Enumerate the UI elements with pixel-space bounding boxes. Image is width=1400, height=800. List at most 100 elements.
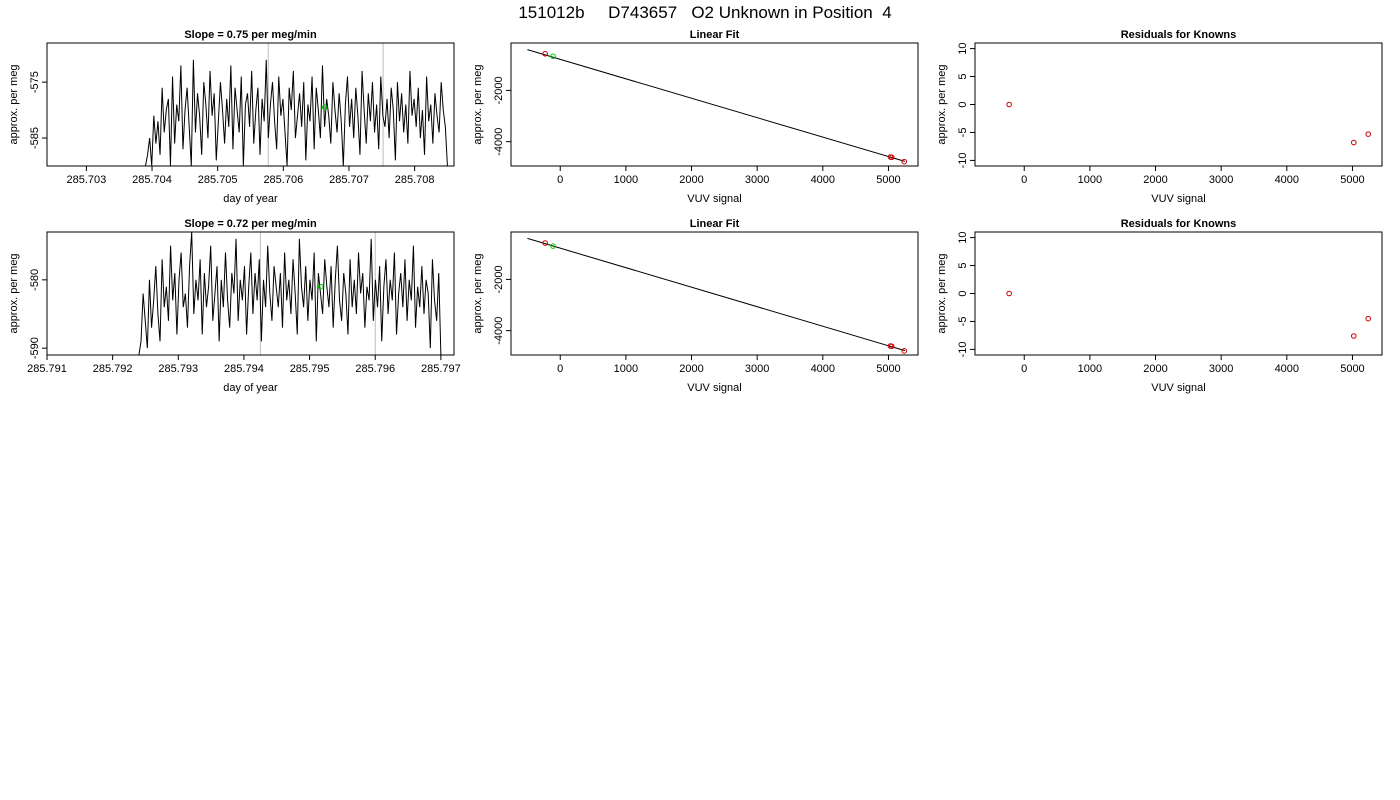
x-tick-label: 0 [557, 174, 563, 186]
x-tick-label: 3000 [1209, 363, 1233, 375]
x-tick-label: 285.792 [93, 363, 133, 375]
y-axis-label: approx. per meg [936, 64, 948, 144]
x-tick-label: 285.707 [329, 174, 369, 186]
x-tick-label: 0 [1021, 363, 1027, 375]
x-tick-label: 285.795 [290, 363, 330, 375]
x-tick-label: 5000 [1340, 363, 1364, 375]
x-tick-label: 1000 [614, 174, 638, 186]
y-tick-label: -10 [957, 152, 969, 168]
x-axis-label: VUV signal [687, 193, 741, 205]
x-tick-label: 285.791 [27, 363, 67, 375]
y-tick-label: -580 [29, 269, 41, 291]
plot-area [1006, 101, 1372, 146]
fit-line [527, 49, 906, 162]
timeseries-row1: Slope = 0.75 per meg/min 285.703 285.704 28… [8, 29, 455, 205]
x-axis-label: VUV signal [687, 382, 741, 394]
x-tick-label: 2000 [1143, 363, 1167, 375]
timeseries-row2: Slope = 0.72 per meg/min 285.791 285.792 28… [8, 218, 461, 394]
plot-frame [510, 231, 919, 356]
linearfit-row2: Linear Fit 0 1000 2000 3000 4000 5000 -2000 -400… [472, 218, 919, 394]
x-tick-label: 285.706 [263, 174, 303, 186]
known-point [1350, 333, 1357, 339]
known-point [1350, 139, 1357, 146]
y-tick-label: 10 [957, 42, 969, 54]
x-tick-label: 3000 [745, 363, 769, 375]
x-axis-label: day of year [223, 193, 278, 205]
x-tick-label: 0 [557, 363, 563, 375]
plot-area [144, 43, 448, 166]
x-tick-label: 4000 [811, 174, 835, 186]
x-tick-label: 2000 [679, 363, 703, 375]
plot-area [527, 237, 908, 354]
y-tick-label: -10 [957, 341, 969, 357]
y-tick-label: -4000 [493, 128, 505, 156]
y-axis-label: approx. per meg [8, 253, 20, 333]
residuals-row2: Residuals for Knowns 0 1000 2000 3000 4000 500… [936, 218, 1383, 394]
plot-title: Residuals for Knowns [1121, 218, 1237, 230]
known-point [542, 50, 548, 57]
plot-area [527, 49, 908, 165]
x-tick-label: 4000 [1275, 174, 1299, 186]
y-tick-label: -575 [29, 71, 41, 93]
known-point [1006, 290, 1012, 297]
known-point [888, 343, 895, 350]
x-tick-label: 285.796 [355, 363, 395, 375]
plot-title: Slope = 0.72 per meg/min [184, 218, 317, 230]
y-tick-label: 0 [957, 101, 969, 107]
x-tick-label: 3000 [1209, 174, 1233, 186]
y-axis-label: approx. per meg [472, 64, 484, 144]
x-tick-label: 2000 [1143, 174, 1167, 186]
y-tick-label: 0 [957, 290, 969, 296]
y-tick-label: 5 [957, 73, 969, 79]
fit-line [527, 237, 906, 352]
unknown-point [317, 283, 324, 290]
y-axis-label: approx. per meg [8, 64, 20, 144]
y-tick-label: 5 [957, 262, 969, 268]
figure-title: 151012b D743657 O2 Unknown in Position 4 [518, 3, 891, 22]
known-point [1006, 101, 1012, 108]
x-tick-label: 5000 [1340, 174, 1364, 186]
series-line [138, 232, 442, 355]
x-tick-label: 285.705 [198, 174, 238, 186]
unknown-point [550, 243, 556, 249]
plot-title: Slope = 0.75 per meg/min [184, 29, 317, 41]
linearfit-row1: Linear Fit 0 1000 2000 3000 4000 5000 -2000 -400… [472, 29, 919, 205]
known-point [901, 348, 908, 354]
residuals-row1: Residuals for Knowns 0 1000 2000 3000 4000 500… [936, 29, 1383, 205]
x-tick-label: 5000 [876, 174, 900, 186]
y-tick-label: -4000 [493, 317, 505, 345]
plot-title: Residuals for Knowns [1121, 29, 1237, 41]
x-tick-label: 285.708 [395, 174, 435, 186]
x-axis-label: VUV signal [1151, 193, 1205, 205]
x-tick-label: 285.704 [132, 174, 172, 186]
plot-area [138, 232, 442, 355]
x-tick-label: 4000 [1275, 363, 1299, 375]
plot-area [1006, 290, 1372, 339]
known-point [1365, 131, 1372, 137]
y-axis-label: approx. per meg [936, 253, 948, 333]
y-tick-label: 10 [957, 231, 969, 243]
plot-frame [974, 231, 1383, 356]
plot-frame [510, 42, 919, 167]
x-tick-label: 1000 [614, 363, 638, 375]
y-tick-label: -2000 [493, 265, 505, 293]
y-tick-label: -5 [957, 317, 969, 327]
x-tick-label: 2000 [679, 174, 703, 186]
plot-frame [46, 231, 455, 356]
known-point [888, 154, 895, 161]
known-point [542, 240, 548, 246]
y-axis-label: approx. per meg [472, 253, 484, 333]
x-tick-label: 285.794 [224, 363, 264, 375]
x-tick-label: 5000 [876, 363, 900, 375]
x-tick-label: 1000 [1078, 174, 1102, 186]
known-point [901, 158, 908, 165]
y-tick-label: -585 [29, 127, 41, 149]
y-tick-label: -5 [957, 128, 969, 138]
plot-frame [46, 42, 455, 167]
plot-frame [974, 42, 1383, 167]
plot-title: Linear Fit [690, 29, 740, 41]
x-axis-label: VUV signal [1151, 382, 1205, 394]
series-line [144, 59, 448, 166]
x-tick-label: 0 [1021, 174, 1027, 186]
